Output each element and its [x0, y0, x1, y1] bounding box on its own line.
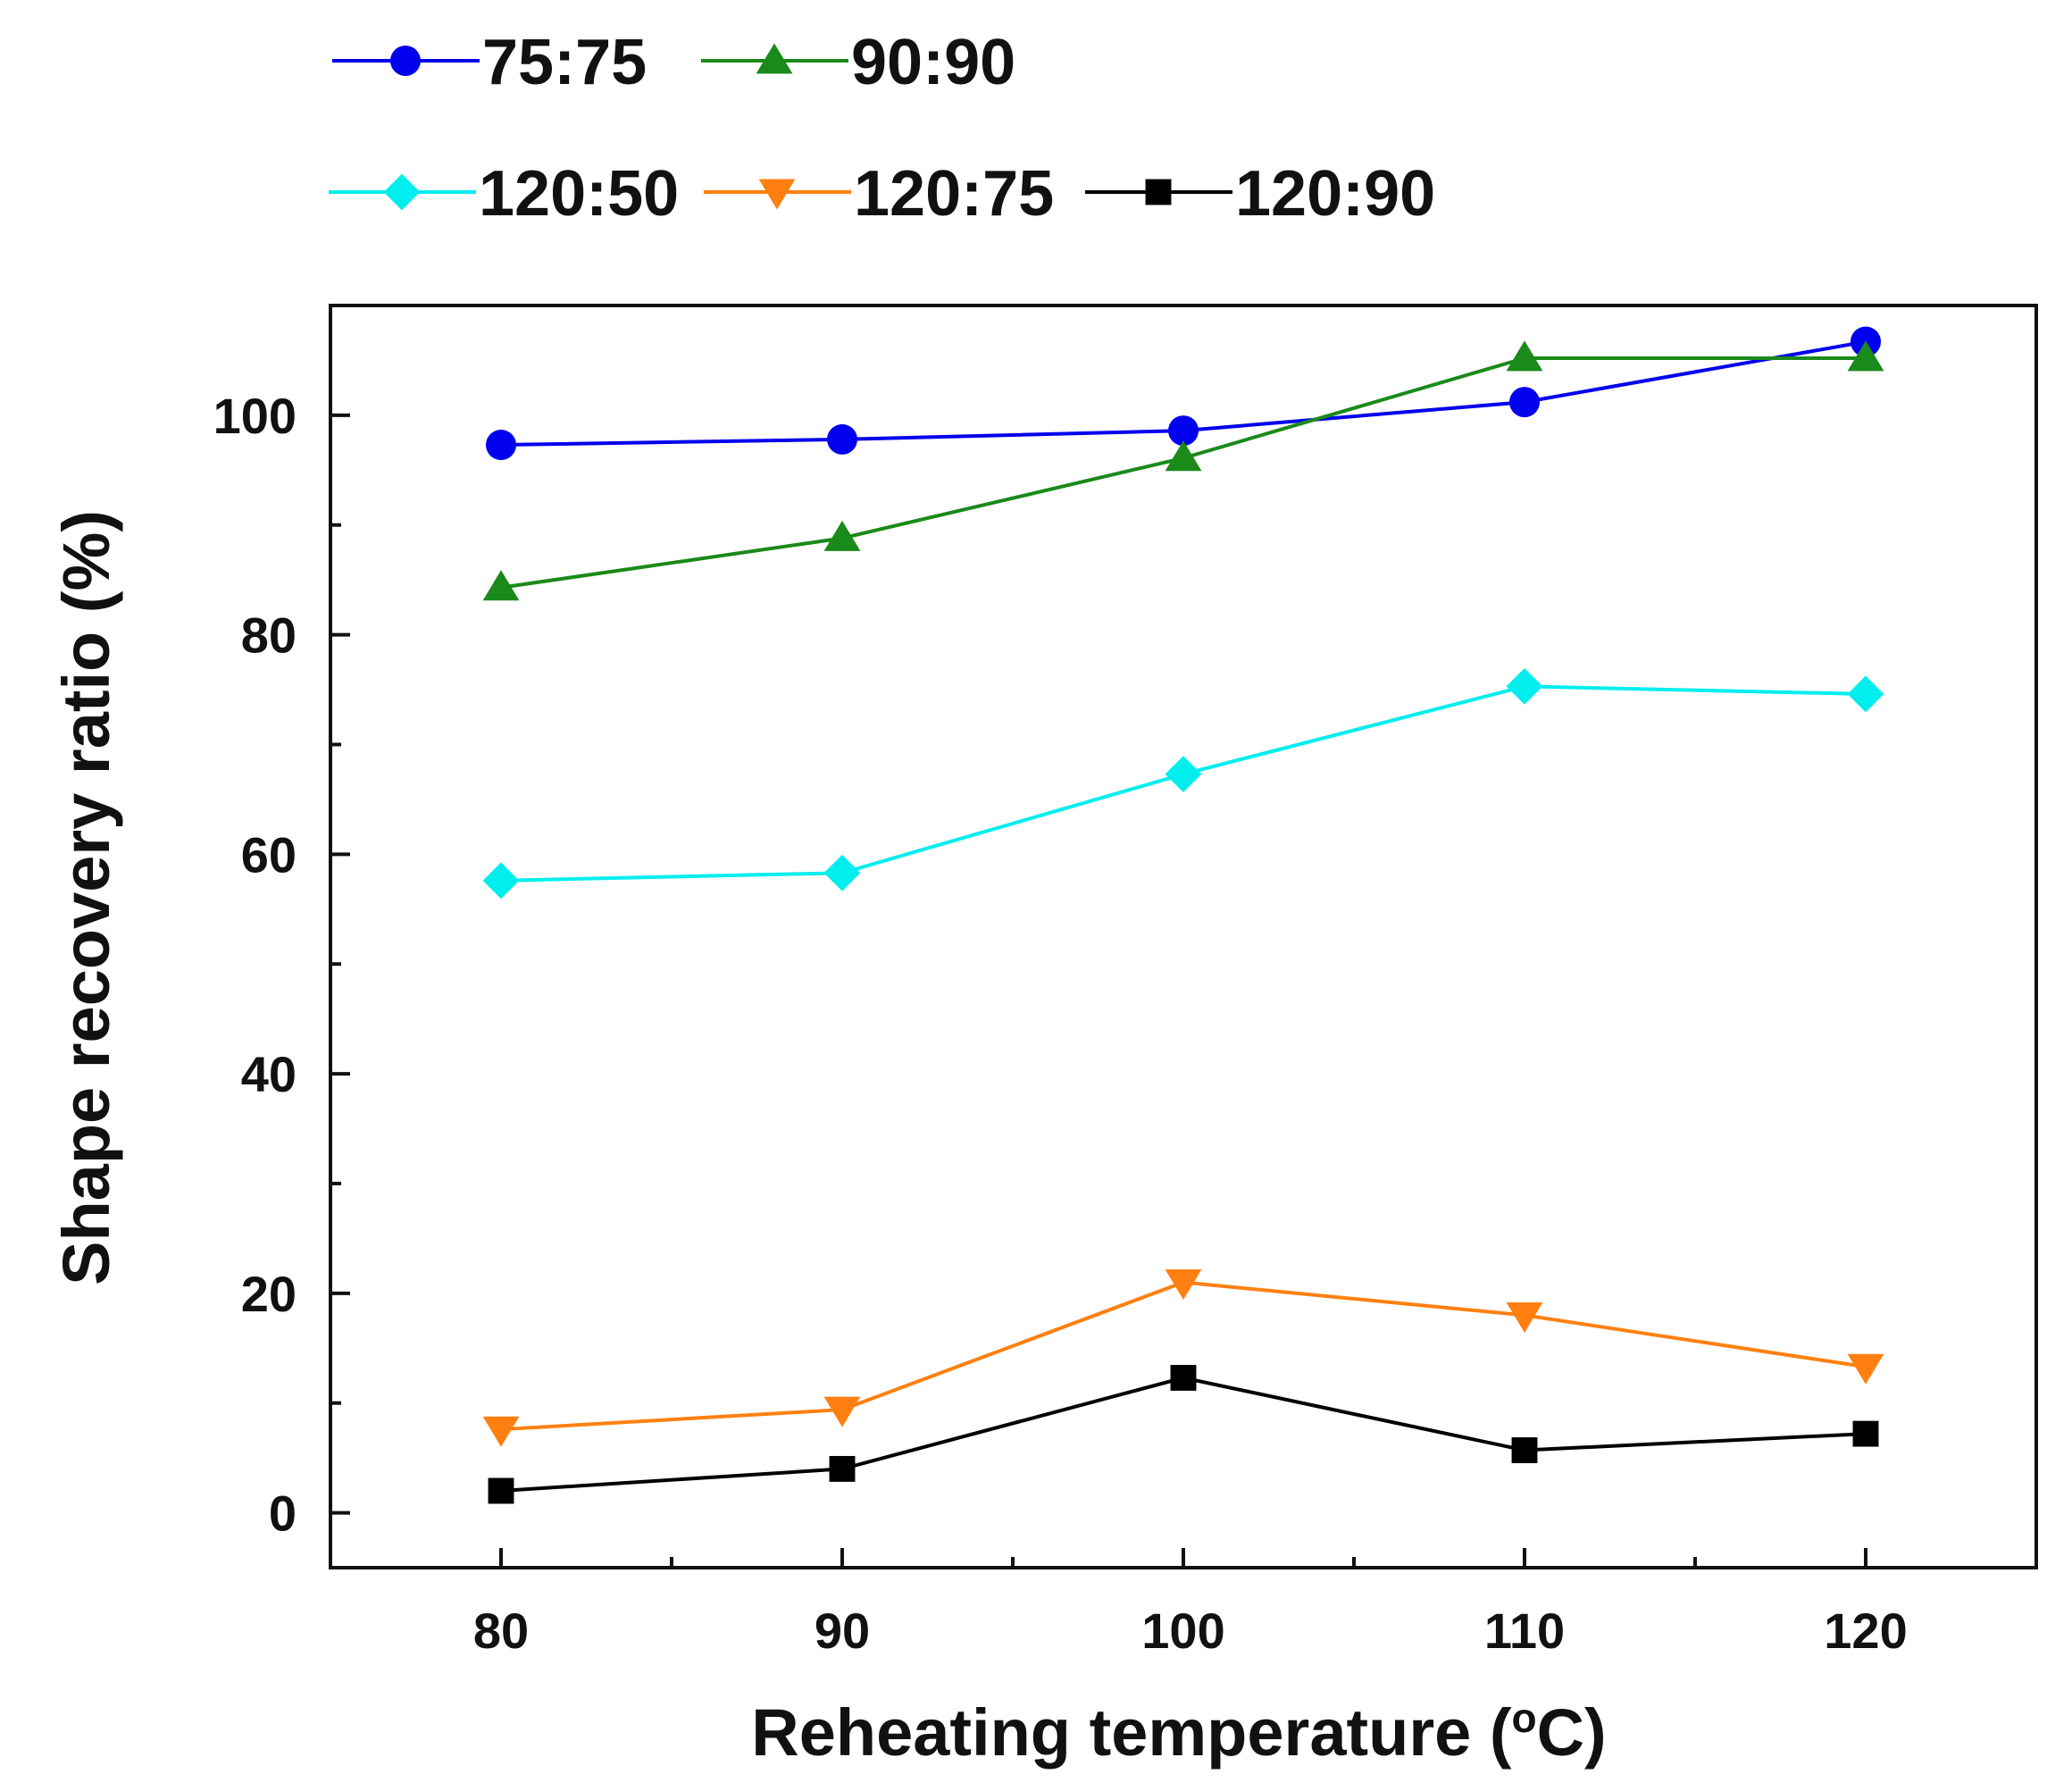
series-120-50 — [482, 667, 1884, 900]
data-point — [829, 1455, 856, 1482]
data-point — [823, 1396, 861, 1427]
legend-label: 120:50 — [479, 158, 679, 230]
x-tick-label: 90 — [815, 1603, 870, 1659]
legend-marker — [758, 179, 796, 210]
legend: 75:75 90:90 120:50 120:75 120:90 — [329, 27, 1435, 230]
data-point — [1852, 1420, 1879, 1447]
y-axis-label: Shape recovery ratio (%) — [49, 510, 123, 1285]
data-point — [1165, 1269, 1202, 1301]
data-point — [827, 423, 857, 455]
data-point — [823, 854, 861, 891]
series-75-75 — [486, 326, 1881, 461]
data-point — [1170, 1364, 1197, 1391]
x-tick-label: 100 — [1141, 1603, 1224, 1659]
data-point — [1165, 440, 1202, 472]
data-point — [488, 1477, 514, 1504]
x-tick-label: 110 — [1484, 1603, 1565, 1659]
x-axis-label: Reheating temperature (oC) — [751, 1695, 1606, 1770]
series-line — [500, 356, 1866, 590]
legend-marker — [390, 46, 421, 76]
legend-item-75-75: 75:75 — [332, 27, 647, 98]
legend-label: 75:75 — [482, 27, 647, 98]
data-point — [823, 520, 861, 551]
legend-item-120-90: 120:90 — [1085, 158, 1435, 230]
data-point — [1847, 1353, 1884, 1385]
x-axis-label-main: Reheating temperature ( — [751, 1695, 1512, 1770]
x-tick-label: 80 — [473, 1603, 529, 1659]
data-series — [482, 326, 1884, 1504]
y-tick-label: 20 — [241, 1266, 297, 1322]
data-point — [1511, 1437, 1538, 1463]
legend-label: 120:90 — [1235, 158, 1435, 230]
data-point — [1506, 667, 1543, 705]
data-point — [1847, 340, 1884, 372]
axes: 0 20 40 60 80 100 80 90 100 110 120 — [213, 304, 2038, 1659]
x-axis-label-unit: C) — [1537, 1695, 1607, 1770]
x-axis-label-degree: o — [1511, 1695, 1536, 1741]
legend-label: 90:90 — [851, 27, 1015, 98]
data-point — [482, 1416, 520, 1447]
legend-marker — [1145, 179, 1172, 205]
y-tick-label: 60 — [241, 826, 297, 883]
data-point — [482, 862, 520, 900]
data-point — [1506, 340, 1543, 372]
legend-item-120-75: 120:75 — [704, 158, 1054, 230]
data-point — [1168, 415, 1199, 447]
series-90-90 — [482, 340, 1884, 601]
y-tick-label: 100 — [213, 388, 297, 444]
series-line — [500, 1280, 1867, 1432]
series-120-75 — [482, 1269, 1884, 1447]
x-tick-label: 120 — [1824, 1603, 1907, 1659]
series-120-90 — [488, 1364, 1879, 1504]
data-point — [1509, 387, 1540, 418]
data-point — [1847, 675, 1884, 713]
series-line — [500, 1376, 1867, 1493]
legend-marker — [383, 173, 421, 211]
y-tick-label: 0 — [269, 1486, 297, 1542]
y-tick-label: 40 — [241, 1046, 297, 1102]
data-point — [482, 570, 520, 601]
legend-marker — [756, 43, 793, 74]
data-point — [1165, 756, 1202, 793]
data-point — [486, 430, 516, 461]
legend-label: 120:75 — [854, 158, 1054, 230]
data-point — [1506, 1301, 1543, 1333]
legend-item-120-50: 120:50 — [329, 158, 679, 230]
y-tick-label: 80 — [241, 607, 297, 664]
legend-item-90-90: 90:90 — [701, 27, 1015, 98]
